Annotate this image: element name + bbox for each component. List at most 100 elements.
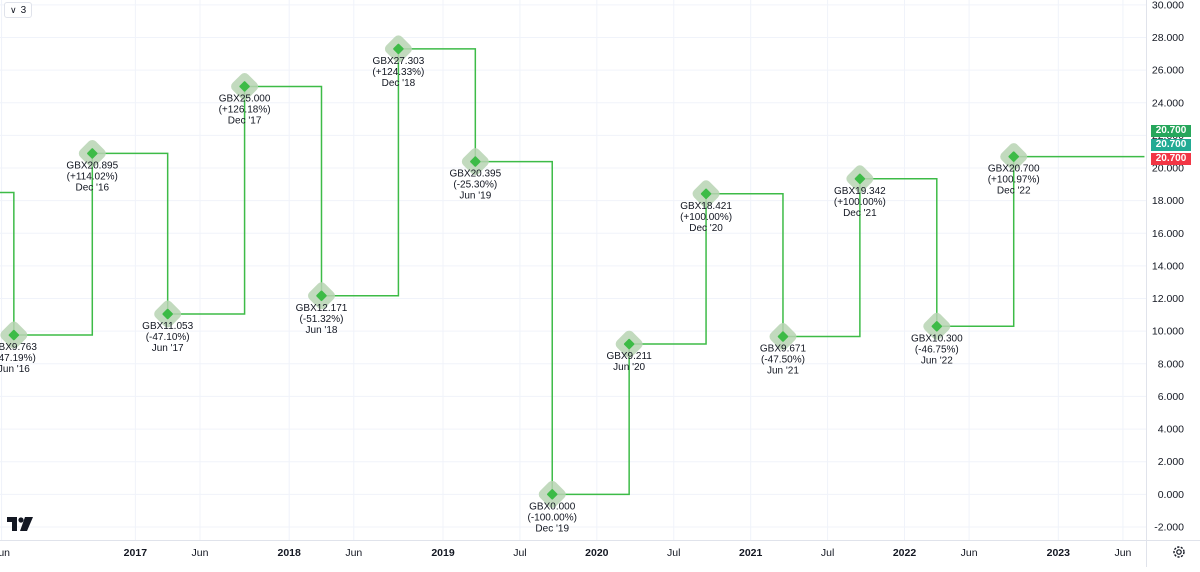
data-label-change: (+100.97%) bbox=[988, 175, 1040, 186]
data-label-value: GBX11.053 bbox=[142, 321, 193, 332]
data-label-date: Dec '17 bbox=[228, 115, 262, 126]
data-label-value: GBX9.763 bbox=[0, 342, 37, 353]
y-tick-label: 6.000 bbox=[1158, 391, 1184, 403]
y-tick-label: 14.000 bbox=[1152, 260, 1184, 272]
y-tick-label: 8.000 bbox=[1158, 358, 1184, 370]
x-tick-label: 2021 bbox=[739, 547, 763, 559]
data-label-date: Jun '21 bbox=[767, 366, 799, 377]
y-tick-label: 4.000 bbox=[1158, 424, 1184, 436]
x-tick-label: Jul bbox=[821, 547, 834, 559]
data-label-value: GBX18.421 bbox=[680, 201, 732, 212]
data-point bbox=[623, 338, 635, 350]
x-tick-label: 2023 bbox=[1047, 547, 1071, 559]
data-point bbox=[854, 173, 866, 185]
x-tick-label: Jun bbox=[1114, 547, 1131, 559]
data-label-date: Dec '16 bbox=[75, 182, 109, 193]
data-label-date: Dec '18 bbox=[382, 78, 416, 89]
data-point bbox=[239, 81, 250, 92]
data-point bbox=[931, 321, 943, 332]
x-tick-label: Jul bbox=[513, 547, 526, 559]
data-markers bbox=[0, 35, 1028, 508]
data-point bbox=[162, 308, 173, 320]
data-label-value: GBX27.303 bbox=[373, 56, 425, 67]
series-line bbox=[0, 48, 1145, 496]
data-label-value: GBX20.895 bbox=[66, 160, 118, 171]
y-tick-label: 18.000 bbox=[1152, 195, 1184, 207]
tradingview-logo-icon[interactable] bbox=[7, 517, 33, 531]
y-tick-label: 10.000 bbox=[1152, 326, 1184, 338]
data-point bbox=[546, 489, 558, 500]
y-tick-label: 12.000 bbox=[1152, 293, 1184, 305]
data-label-change: (-47.50%) bbox=[761, 355, 805, 366]
data-point bbox=[470, 156, 481, 167]
y-tick-label: 16.000 bbox=[1152, 228, 1184, 240]
collapse-indicators-button[interactable]: ∨ 3 bbox=[4, 2, 33, 18]
y-tick-label: 0.000 bbox=[1158, 489, 1184, 501]
x-tick-label: 2017 bbox=[124, 547, 148, 559]
data-label-date: Dec '22 bbox=[997, 186, 1031, 197]
data-label-change: (+126.18%) bbox=[219, 104, 271, 115]
data-point bbox=[316, 290, 327, 302]
data-label-change: (+124.33%) bbox=[372, 67, 424, 78]
y-tick-label: 28.000 bbox=[1152, 32, 1184, 44]
last-value-badge-1: 20.700 bbox=[1151, 125, 1191, 137]
x-tick-label: Jul bbox=[667, 547, 680, 559]
data-label-value: GBX9.671 bbox=[760, 344, 807, 355]
last-value-badge-2: 20.700 bbox=[1151, 139, 1191, 151]
data-point bbox=[87, 148, 98, 159]
data-label-value: GBX0.000 bbox=[529, 501, 576, 512]
data-label-date: Jun '16 bbox=[0, 364, 30, 375]
data-label-value: GBX19.342 bbox=[834, 186, 886, 197]
data-label-value: GBX12.171 bbox=[296, 303, 348, 314]
data-label-change: (-46.75%) bbox=[915, 344, 959, 355]
x-tick-label: Jun bbox=[961, 547, 978, 559]
data-label-date: Jun '19 bbox=[459, 191, 491, 202]
gear-icon[interactable] bbox=[1172, 545, 1186, 559]
data-label-date: Dec '20 bbox=[689, 223, 723, 234]
x-tick-label: 2019 bbox=[431, 547, 455, 559]
x-tick-label: Jun bbox=[192, 547, 209, 559]
data-label-value: GBX20.395 bbox=[449, 169, 501, 180]
data-label-change: (+114.02%) bbox=[67, 171, 118, 182]
data-label-change: (-100.00%) bbox=[527, 512, 576, 523]
series-line-path bbox=[0, 48, 1145, 496]
data-point bbox=[8, 329, 20, 341]
data-label-change: (-47.10%) bbox=[146, 332, 190, 343]
data-label-date: Jun '18 bbox=[306, 325, 338, 336]
collapse-count: 3 bbox=[20, 4, 27, 16]
data-label-change: (+100.00%) bbox=[834, 197, 886, 208]
data-label-change: (-51.32%) bbox=[300, 314, 344, 325]
data-label-change: (-47.19%) bbox=[0, 353, 36, 364]
x-tick-label: 2018 bbox=[278, 547, 302, 559]
data-point bbox=[777, 331, 789, 342]
data-label-value: GBX10.300 bbox=[911, 333, 963, 344]
data-point bbox=[393, 43, 404, 55]
data-point bbox=[700, 188, 712, 200]
y-tick-label: 2.000 bbox=[1158, 456, 1184, 468]
data-label-date: Dec '21 bbox=[843, 208, 877, 219]
x-tick-label: Jun bbox=[0, 547, 10, 559]
data-label-value: GBX20.700 bbox=[988, 164, 1040, 175]
data-label-value: GBX25.000 bbox=[219, 93, 271, 104]
data-label-value: GBX9.211 bbox=[606, 351, 652, 362]
data-point bbox=[1008, 151, 1019, 162]
y-tick-label: 24.000 bbox=[1152, 97, 1184, 109]
data-label-date: Jun '17 bbox=[152, 343, 184, 354]
last-value-badge-3: 20.700 bbox=[1151, 153, 1191, 165]
x-tick-label: 2020 bbox=[585, 547, 609, 559]
data-label-date: Dec '19 bbox=[535, 523, 569, 534]
y-tick-label: 26.000 bbox=[1152, 65, 1184, 77]
data-label-date: Jun '22 bbox=[921, 355, 953, 366]
x-tick-label: Jun bbox=[345, 547, 362, 559]
y-tick-label: 30.000 bbox=[1152, 0, 1184, 11]
chevron-down-icon: ∨ bbox=[10, 4, 17, 15]
data-label-date: Jun '20 bbox=[613, 362, 645, 373]
data-label-change: (-25.30%) bbox=[453, 180, 497, 191]
data-labels: GBX9.763(-47.19%)Jun '16 GBX20.895(+114.0… bbox=[0, 56, 1040, 534]
y-tick-label: 20.000 bbox=[1152, 163, 1184, 175]
y-tick-label: -2.000 bbox=[1154, 521, 1184, 533]
x-tick-label: 2022 bbox=[893, 547, 917, 559]
